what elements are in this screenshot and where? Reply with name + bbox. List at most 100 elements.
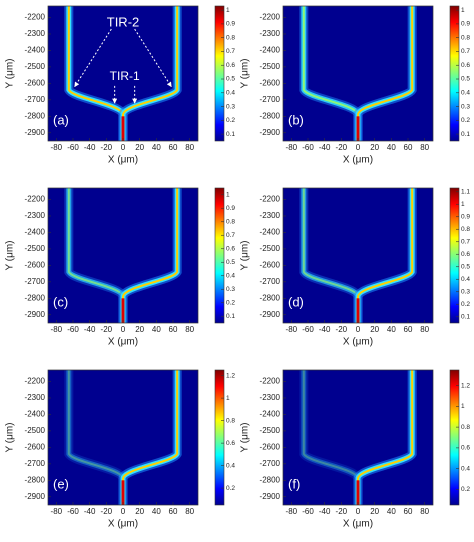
colorbar-tick-label: 0.6: [461, 62, 470, 69]
x-tick-label: 40: [152, 507, 161, 516]
colorbar-tick-label: 0.2: [461, 117, 470, 124]
x-tick-label: 20: [135, 325, 144, 334]
colorbar-tick-label: 1.2: [461, 382, 470, 389]
x-tick-label: -40: [319, 143, 331, 152]
x-tick-label: -60: [67, 507, 79, 516]
y-tick-label: -2200: [260, 377, 281, 386]
y-tick-label: -2500: [25, 62, 46, 71]
x-tick-label: 80: [420, 325, 429, 334]
x-tick-label: -60: [302, 143, 314, 152]
y-tick-label: -2700: [260, 95, 281, 104]
y-tick-label: -2900: [260, 310, 281, 319]
field: [64, 188, 182, 323]
y-tick-label: -2400: [25, 410, 46, 419]
x-tick-label: -40: [84, 507, 96, 516]
colorbar-tick-label: 0.9: [461, 213, 470, 220]
y-tick-label: -2900: [25, 128, 46, 137]
y-tick-label: -2600: [25, 442, 46, 451]
beam-core: [122, 188, 179, 323]
colorbar-tick-label: 0.6: [226, 245, 235, 252]
y-tick-label: -2900: [25, 310, 46, 319]
colorbar-tick-label: 0.6: [461, 251, 470, 258]
x-tick-label: 80: [420, 507, 429, 516]
colorbar-tick-label: 0.3: [226, 286, 235, 293]
colorbar-tick-label: 0.6: [461, 445, 470, 452]
colorbar-tick-label: 0.4: [226, 90, 235, 97]
panel: -80 -60 -40 -20 0 20 40 60 80 -2200 -2300 -2400 -250…: [5, 187, 235, 348]
colorbar-tick-label: 0.2: [461, 301, 470, 308]
panel-label: (e): [53, 476, 69, 491]
x-tick-label: 60: [169, 507, 178, 516]
colorbar-tick-label: 0.3: [461, 288, 470, 295]
y-tick-label: -2500: [260, 244, 281, 253]
x-axis-label: X (μm): [108, 155, 138, 166]
y-tick-label: -2800: [260, 111, 281, 120]
colorbar-tick-label: 0.1: [226, 313, 235, 320]
beam-core: [357, 6, 414, 141]
x-axis-label: X (μm): [343, 337, 373, 348]
x-tick-label: -60: [302, 325, 314, 334]
y-tick-label: -2500: [260, 62, 281, 71]
y-tick-label: -2300: [25, 29, 46, 38]
colorbar-tick-label: 1: [226, 191, 230, 198]
x-tick-label: 0: [121, 325, 126, 334]
colorbar-tick-label: 0.9: [461, 21, 470, 28]
x-tick-label: -80: [286, 143, 298, 152]
x-tick-label: -20: [101, 143, 113, 152]
x-tick-label: 80: [185, 143, 194, 152]
colorbar-tick-label: 0.4: [461, 276, 470, 283]
y-axis-label: Y (μm): [5, 58, 16, 88]
x-tick-label: 40: [387, 325, 396, 334]
x-tick-label: 0: [121, 143, 126, 152]
colorbar-tick-label: 0.8: [461, 424, 470, 431]
colorbar-tick-label: 0.8: [226, 417, 235, 424]
y-tick-label: -2700: [25, 277, 46, 286]
x-tick-label: -60: [67, 143, 79, 152]
colorbar: [449, 369, 460, 506]
panel: -80 -60 -40 -20 0 20 40 60 80 -2200 -2300 -2400 -250…: [240, 5, 470, 166]
y-tick-label: -2600: [260, 78, 281, 87]
colorbar: [449, 5, 460, 142]
y-tick-label: -2700: [25, 459, 46, 468]
x-tick-label: 0: [356, 325, 361, 334]
arrow: [134, 28, 172, 88]
colorbar: [214, 187, 225, 324]
y-tick-label: -2900: [25, 492, 46, 501]
y-tick-label: -2900: [260, 492, 281, 501]
x-tick-label: 80: [185, 325, 194, 334]
y-tick-label: -2800: [260, 475, 281, 484]
x-tick-label: 20: [370, 507, 379, 516]
x-tick-label: 0: [356, 143, 361, 152]
x-tick-label: 20: [370, 325, 379, 334]
x-tick-label: -20: [336, 325, 348, 334]
x-tick-label: -60: [302, 507, 314, 516]
x-tick-label: -40: [84, 325, 96, 334]
colorbar-tick-label: 0.2: [226, 117, 235, 124]
y-tick-label: -2500: [25, 426, 46, 435]
x-tick-label: 60: [404, 325, 413, 334]
y-axis-label: Y (μm): [240, 240, 251, 270]
colorbar-tick-label: 0.7: [461, 48, 470, 55]
x-tick-label: 40: [152, 143, 161, 152]
field: [299, 370, 417, 505]
x-tick-label: 0: [121, 507, 126, 516]
field: [64, 6, 182, 141]
colorbar-tick-label: 1: [461, 201, 465, 208]
colorbar-tick-label: 0.2: [461, 486, 470, 493]
x-tick-label: -20: [101, 507, 113, 516]
x-tick-label: -80: [286, 325, 298, 334]
colorbar-tick-label: 1: [226, 7, 230, 14]
x-tick-label: 60: [404, 143, 413, 152]
x-tick-label: 20: [135, 507, 144, 516]
x-tick-label: 40: [387, 507, 396, 516]
x-axis-label: X (μm): [343, 519, 373, 530]
x-tick-label: 80: [420, 143, 429, 152]
field: [299, 6, 417, 141]
x-axis-label: X (μm): [343, 155, 373, 166]
colorbar-tick-label: 0.5: [461, 76, 470, 83]
panel: -80 -60 -40 -20 0 20 40 60 80 -2200 -2300 -2400 -250…: [240, 369, 470, 530]
x-axis-label: X (μm): [108, 337, 138, 348]
colorbar-tick-label: 0.5: [461, 263, 470, 270]
x-tick-label: -60: [67, 325, 79, 334]
colorbar-tick-label: 1: [461, 7, 465, 14]
